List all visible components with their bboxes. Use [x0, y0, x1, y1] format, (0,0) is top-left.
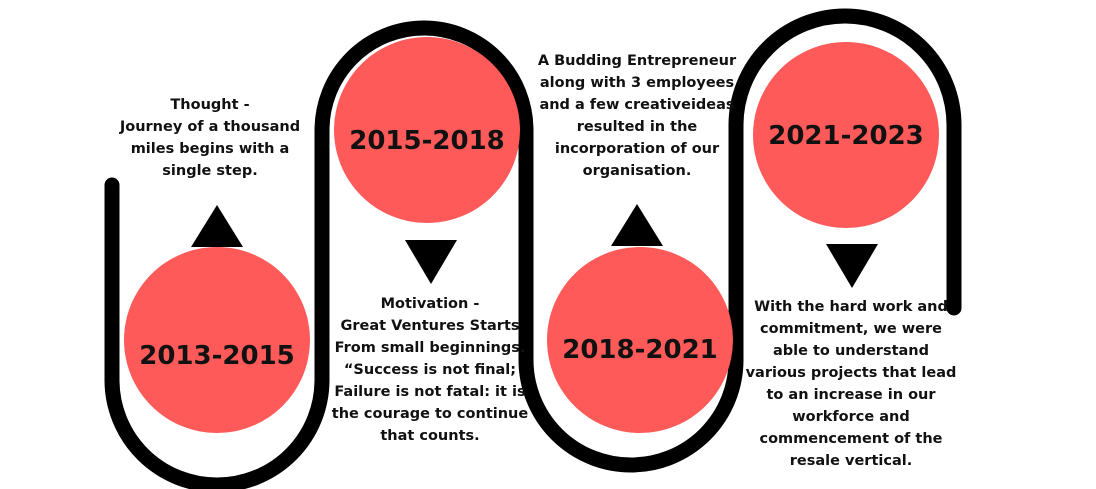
caption-2013-2015: Thought - Journey of a thousand miles be… — [119, 97, 301, 179]
arrow-up-icon — [611, 204, 663, 246]
timeline-path — [104, 8, 962, 489]
caption-2015-2018: Motivation - Great Ventures Starts From … — [331, 296, 529, 444]
milestone-2013-2015: 2013-2015 — [124, 247, 310, 433]
caption-2018-2021: A Budding Entrepreneur along with 3 empl… — [537, 53, 737, 179]
milestone-circle — [753, 42, 939, 228]
arrow-up-icon — [191, 205, 243, 247]
arrow-down-icon — [405, 240, 457, 284]
year-label: 2021-2023 — [768, 121, 924, 151]
arrow-down-icon — [826, 244, 878, 288]
caption-2021-2023: With the hard work and commitment, we we… — [745, 299, 957, 469]
milestone-2018-2021: 2018-2021 — [547, 247, 733, 433]
milestone-2021-2023: 2021-2023 — [753, 42, 939, 228]
year-label: 2018-2021 — [562, 335, 718, 365]
year-label: 2013-2015 — [139, 341, 295, 371]
milestone-circle — [334, 37, 520, 223]
year-label: 2015-2018 — [349, 126, 505, 156]
milestone-2015-2018: 2015-2018 — [334, 37, 520, 223]
milestone-circle — [124, 247, 310, 433]
milestone-circle — [547, 247, 733, 433]
